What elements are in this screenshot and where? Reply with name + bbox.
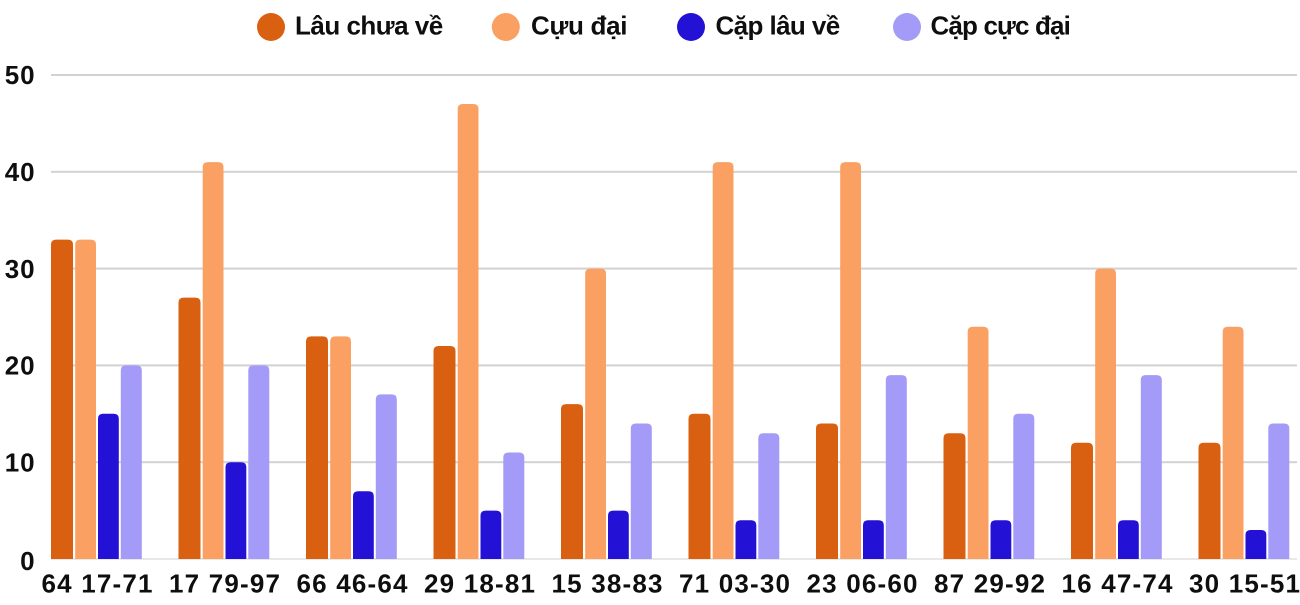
svg-text:30: 30 bbox=[5, 254, 36, 284]
svg-text:0: 0 bbox=[20, 546, 35, 576]
svg-text:15 38-83: 15 38-83 bbox=[551, 569, 663, 599]
svg-text:71 03-30: 71 03-30 bbox=[679, 569, 791, 599]
svg-text:23 06-60: 23 06-60 bbox=[806, 569, 918, 599]
svg-text:10: 10 bbox=[5, 447, 36, 477]
svg-text:20: 20 bbox=[5, 351, 36, 381]
svg-text:Cặp lâu về: Cặp lâu về bbox=[716, 11, 840, 41]
svg-text:30 15-51: 30 15-51 bbox=[1189, 569, 1300, 599]
svg-text:87 29-92: 87 29-92 bbox=[934, 569, 1046, 599]
svg-text:40: 40 bbox=[5, 157, 36, 187]
svg-text:50: 50 bbox=[5, 60, 36, 90]
svg-text:16 47-74: 16 47-74 bbox=[1061, 569, 1173, 599]
svg-text:Lâu chưa về: Lâu chưa về bbox=[295, 11, 443, 41]
svg-text:Cặp cực đại: Cặp cực đại bbox=[931, 11, 1071, 41]
svg-text:64 17-71: 64 17-71 bbox=[41, 569, 153, 599]
svg-text:Cựu đại: Cựu đại bbox=[531, 11, 627, 41]
svg-text:17 79-97: 17 79-97 bbox=[169, 569, 281, 599]
svg-text:66 46-64: 66 46-64 bbox=[296, 569, 408, 599]
svg-text:29 18-81: 29 18-81 bbox=[424, 569, 536, 599]
